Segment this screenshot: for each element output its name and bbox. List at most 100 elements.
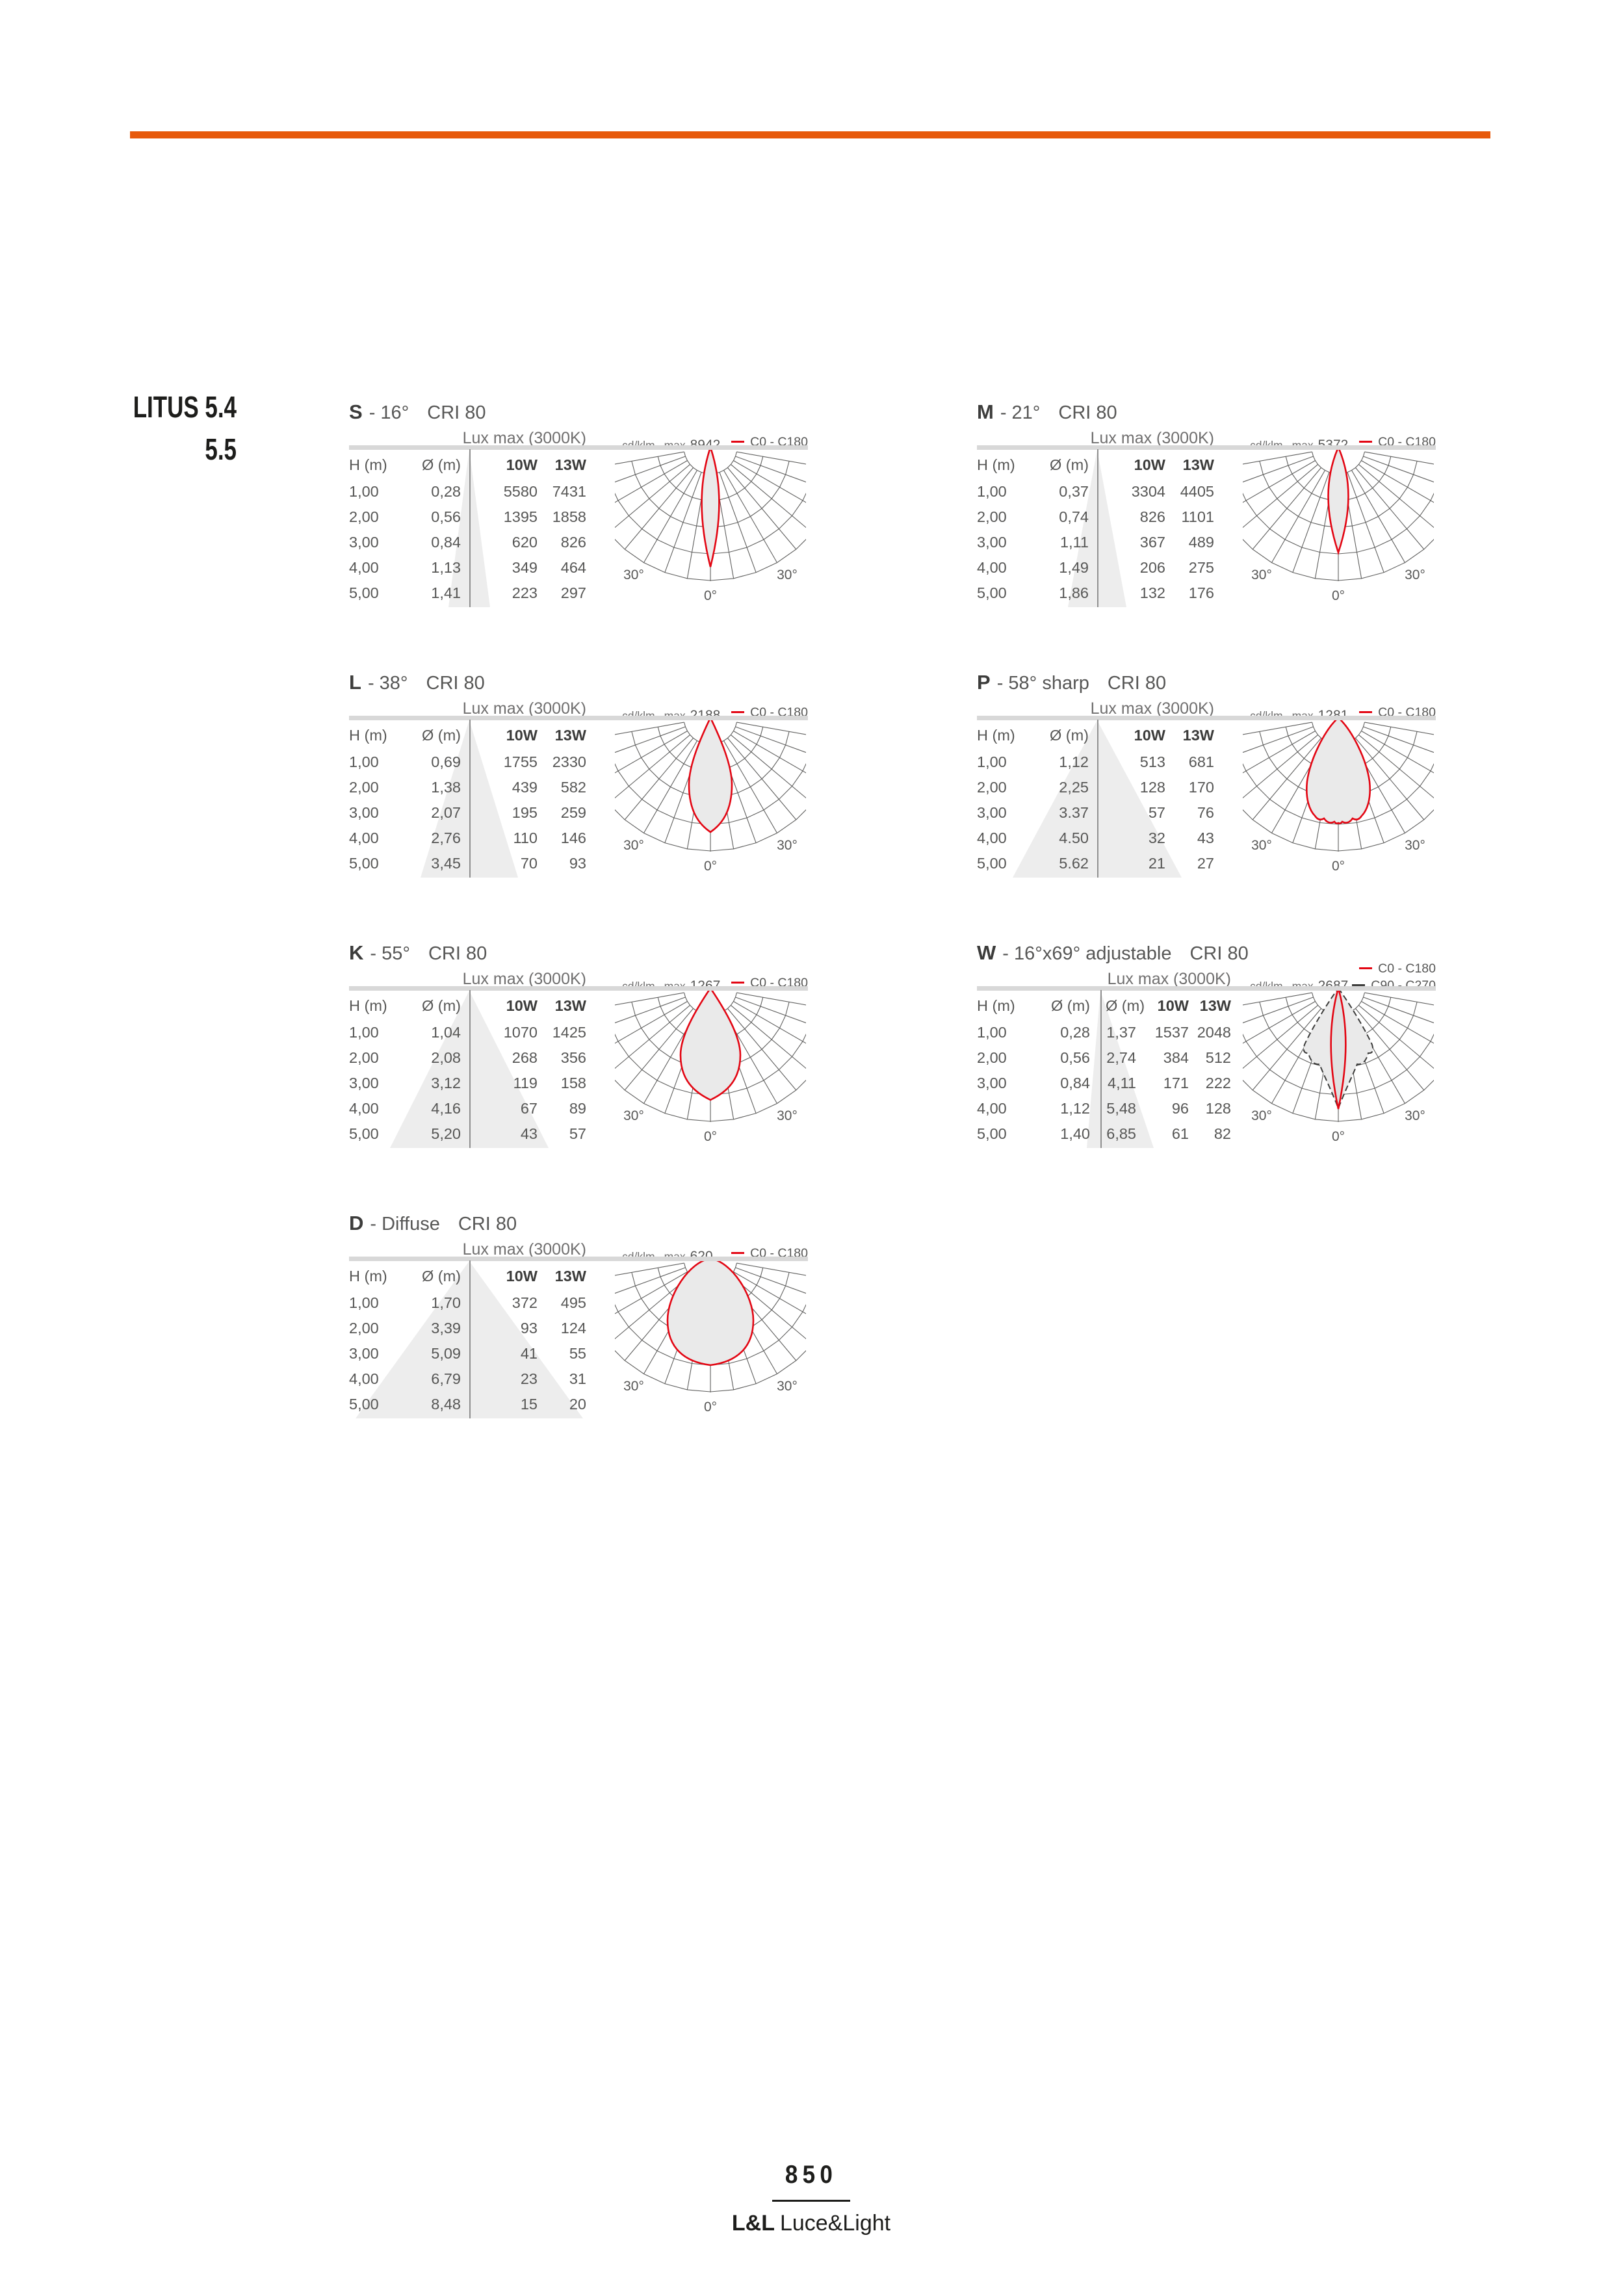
beam-curve-c0 bbox=[666, 1261, 755, 1366]
table-cell: 32 bbox=[1148, 829, 1165, 846]
table-cell: 1858 bbox=[552, 508, 586, 525]
beam-angle-label: - 38° bbox=[367, 673, 408, 694]
block-title: K - 55° CRI 80 bbox=[349, 941, 487, 965]
table-cell: 489 bbox=[1188, 534, 1214, 551]
table-header-cell: 10W bbox=[1157, 997, 1189, 1014]
table-cell: 41 bbox=[520, 1345, 538, 1362]
lux-max-label: Lux max (3000K) bbox=[1090, 699, 1214, 718]
table-cell: 119 bbox=[513, 1075, 538, 1091]
table-cell: 5,00 bbox=[349, 1125, 379, 1142]
product-series-line1: LITUS 5.4 bbox=[133, 390, 237, 424]
table-cell: 1395 bbox=[503, 508, 538, 525]
table-top-rule bbox=[349, 716, 808, 720]
table-cell: 1,40 bbox=[1060, 1125, 1090, 1142]
table-cell: 1755 bbox=[503, 753, 538, 770]
cri-label: CRI 80 bbox=[427, 402, 486, 423]
angle-label-30-left: 30° bbox=[623, 1108, 644, 1123]
legend-dash-icon bbox=[731, 981, 745, 984]
table-cell: 31 bbox=[569, 1370, 586, 1387]
brand-logo-abbrev: L&L bbox=[731, 2210, 775, 2236]
table-cell: 5,09 bbox=[431, 1345, 461, 1362]
table-cell: 1,00 bbox=[349, 1294, 379, 1311]
polar-diagram: 30° 30° 0° bbox=[1243, 991, 1434, 1144]
table-cell: 2,08 bbox=[431, 1049, 461, 1066]
legend-dash-icon bbox=[1359, 440, 1373, 443]
table-top-rule bbox=[977, 716, 1436, 720]
table-header-cell: 13W bbox=[554, 1268, 586, 1285]
beam-curve-c0 bbox=[679, 991, 742, 1101]
cri-label: CRI 80 bbox=[458, 1214, 517, 1234]
table-divider-line bbox=[469, 990, 471, 1148]
table-header-cell: 13W bbox=[554, 997, 586, 1014]
table-cell: 1,38 bbox=[431, 779, 461, 796]
beam-angle-label: - 16°x69° adjustable bbox=[1002, 943, 1172, 964]
table-cell: 76 bbox=[1197, 804, 1214, 821]
legend-dash-icon bbox=[1359, 711, 1373, 713]
angle-label-0: 0° bbox=[704, 588, 717, 603]
legend-item: C0 - C180 bbox=[1267, 961, 1436, 976]
table-cell: 0,84 bbox=[1060, 1075, 1090, 1091]
table-cell: 171 bbox=[1163, 1075, 1189, 1091]
beam-curve-c0 bbox=[1330, 991, 1347, 1110]
angle-label-0: 0° bbox=[704, 859, 717, 874]
table-cell: 582 bbox=[560, 779, 586, 796]
table-cell: 1,12 bbox=[1060, 1100, 1090, 1117]
table-cell: 3,00 bbox=[349, 534, 379, 551]
table-cell: 222 bbox=[1205, 1075, 1231, 1091]
table-cell: 55 bbox=[569, 1345, 586, 1362]
table-cell: 146 bbox=[560, 829, 586, 846]
table-cell: 4,11 bbox=[1108, 1075, 1136, 1091]
table-header-cell: H (m) bbox=[977, 456, 1015, 473]
table-cell: 4,00 bbox=[977, 829, 1007, 846]
angle-label-30-right: 30° bbox=[1405, 1108, 1425, 1123]
table-header-cell: H (m) bbox=[977, 997, 1015, 1014]
beam-type-letter: S bbox=[349, 400, 363, 423]
table-cell: 0,37 bbox=[1059, 483, 1089, 500]
table-cell: 512 bbox=[1205, 1049, 1231, 1066]
angle-label-0: 0° bbox=[704, 1129, 717, 1144]
table-cell: 1,11 bbox=[1060, 534, 1089, 551]
table-cell: 1,12 bbox=[1059, 753, 1089, 770]
table-cell: 3,39 bbox=[431, 1320, 461, 1337]
footer-divider bbox=[772, 2200, 850, 2202]
table-cell: 23 bbox=[520, 1370, 538, 1387]
table-header-cell: Ø (m) bbox=[1050, 997, 1090, 1014]
beam-type-letter: M bbox=[977, 400, 994, 423]
table-cell: 5,20 bbox=[431, 1125, 461, 1142]
table-cell: 495 bbox=[560, 1294, 586, 1311]
table-header-cell: H (m) bbox=[349, 997, 387, 1014]
table-cell: 4,00 bbox=[349, 1370, 379, 1387]
table-cell: 7431 bbox=[552, 483, 586, 500]
cri-label: CRI 80 bbox=[428, 943, 487, 964]
beam-angle-label: - 55° bbox=[370, 943, 410, 964]
table-cell: 3304 bbox=[1131, 483, 1165, 500]
page-number: 850 bbox=[785, 2161, 838, 2189]
table-cell: 6,79 bbox=[431, 1370, 461, 1387]
table-cell: 4405 bbox=[1180, 483, 1214, 500]
table-cell: 3,12 bbox=[431, 1075, 461, 1091]
table-cell: 43 bbox=[520, 1125, 538, 1142]
angle-label-30-left: 30° bbox=[623, 838, 644, 853]
table-cell: 1,00 bbox=[977, 483, 1007, 500]
table-top-rule bbox=[977, 445, 1436, 450]
legend-dash-icon bbox=[1359, 967, 1373, 969]
polar-diagram: 30° 30° 0° bbox=[1243, 720, 1434, 874]
beam-curve-c0 bbox=[701, 450, 720, 567]
block-title: W - 16°x69° adjustable CRI 80 bbox=[977, 941, 1249, 965]
cri-label: CRI 80 bbox=[1189, 943, 1249, 964]
table-cell: 82 bbox=[1214, 1125, 1231, 1142]
legend-dash-icon bbox=[731, 440, 745, 443]
table-cell: 5,48 bbox=[1106, 1100, 1136, 1117]
table-cell: 4,00 bbox=[349, 829, 379, 846]
table-cell: 223 bbox=[512, 584, 538, 601]
table-cell: 2,74 bbox=[1106, 1049, 1136, 1066]
table-cell: 5.62 bbox=[1059, 855, 1089, 872]
table-divider-line bbox=[1097, 449, 1098, 607]
table-cell: 124 bbox=[560, 1320, 586, 1337]
table-cell: 1,86 bbox=[1059, 584, 1089, 601]
table-divider-line bbox=[1097, 720, 1098, 878]
table-cell: 132 bbox=[1139, 584, 1165, 601]
table-cell: 21 bbox=[1148, 855, 1165, 872]
